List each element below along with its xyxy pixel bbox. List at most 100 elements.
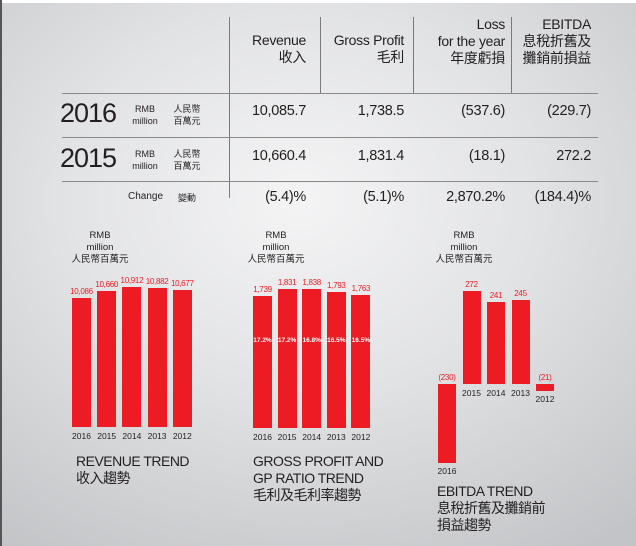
bar-value-label: 10,677 [170,279,194,289]
header-revenue: Revenue 收入 [232,32,306,66]
unit-l3: 人民幣百萬元 [435,254,493,265]
gp-ratio-label: 17.2% [253,337,272,344]
bar-value-label: 10,882 [145,276,169,286]
unit-zh2: 百萬元 [173,161,201,171]
row-divider [62,181,598,182]
unit-rmb: RMB [135,149,155,159]
chart-bar [536,384,554,392]
unit-million: million [132,116,158,126]
header-zh2: 攤銷前損益 [522,50,592,66]
unit-l1: RMB [265,230,287,241]
change-loss: 2,870.2% [446,189,505,205]
row-year: 2015 [60,143,117,173]
chart-bar [72,297,91,427]
title-zh2: 損益趨勢 [437,517,492,533]
header-ebitda: EBITDA 息稅折舊及 攤銷前損益 [513,16,592,67]
column-divider [413,17,414,94]
bar-value-label: 272 [465,279,478,289]
header-zh: 毛利 [376,49,405,65]
gp-ratio-label: 16.8% [302,337,321,344]
title-zh: 毛利及毛利率趨勢 [253,487,362,503]
x-axis-label: 2013 [147,431,167,441]
x-axis-label: 2012 [535,394,555,404]
row-value: 1,831.4 [357,148,405,164]
header-zh: 年度虧損 [450,50,505,66]
chart-bar [122,287,142,427]
change-label-zh: 變動 [178,193,197,203]
unit-l2: million [262,242,290,253]
gp-ratio-label: 17.2% [277,337,297,344]
x-axis-label: 2016 [253,432,272,442]
chart-bar [172,290,192,427]
row-value: 1,738.5 [357,103,405,119]
row-value: 10,085.7 [251,103,306,119]
unit-en: RMB million [128,103,162,127]
unit-rmb: RMB [135,104,155,114]
column-divider [511,17,512,94]
column-divider [229,17,230,198]
title-zh: 收入趨勢 [76,470,131,486]
bar-value-label: 1,739 [253,285,272,295]
bar-value-label: 241 [489,290,503,300]
header-en: Gross Profit [333,32,405,48]
x-axis-label: 2013 [511,388,530,398]
left-border [0,0,2,546]
chart-bar [302,288,322,428]
x-axis-label: 2016 [437,465,457,476]
x-axis-label: 2015 [462,388,481,398]
change-revenue: (5.4)% [265,189,306,205]
header-en2: for the year [437,33,506,49]
x-axis-label: 2013 [326,432,346,442]
change-gross-profit: (5.1)% [363,189,404,205]
title-en2: GP RATIO TREND [253,470,364,486]
header-gross-profit: Gross Profit 毛利 [322,32,405,66]
chart-bar [253,296,272,428]
row-value: (18.1) [468,148,505,164]
unit-l1: RMB [89,230,111,241]
row-value: (537.6) [461,103,505,119]
unit-l3: 人民幣百萬元 [71,254,129,265]
column-divider [320,17,321,94]
unit-l3: 人民幣百萬元 [247,254,305,265]
title-zh: 息稅折舊及攤銷前 [437,500,546,516]
chart-bar [277,289,297,428]
row-year: 2016 [60,98,117,128]
bar-value-label: 10,912 [120,276,144,286]
unit-l2: million [86,242,114,253]
header-en: Loss [476,16,506,32]
unit-l1: RMB [453,230,475,241]
row-value: (229.7) [547,103,591,119]
top-margin [0,0,636,3]
unit-l2: million [450,242,478,253]
header-zh: 收入 [278,49,307,65]
unit-zh1: 人民幣 [173,149,201,159]
title-en: GROSS PROFIT AND [253,453,384,469]
chart-bar [351,294,371,428]
unit-en: RMB million [128,148,162,172]
unit-zh: 人民幣 百萬元 [170,148,204,172]
x-axis-label: 2016 [72,431,91,441]
chart-bar [438,384,456,463]
x-axis-label: 2014 [122,431,142,441]
bar-value-label: (21) [538,373,552,382]
x-axis-label: 2015 [277,432,297,442]
row-value: 10,660.4 [251,148,306,164]
x-axis-label: 2014 [302,432,322,442]
chart-bar [462,290,481,384]
gp-ratio-label: 16.5% [351,337,371,344]
bar-value-label: 245 [514,289,527,299]
unit-million: million [132,161,158,171]
header-loss: Loss for the year 年度虧損 [415,16,506,67]
header-en: Revenue [252,32,306,48]
x-axis-label: 2012 [172,431,192,441]
x-axis-label: 2012 [351,432,371,442]
revenue-chart-title: REVENUE TREND 收入趨勢 [76,453,190,487]
row-divider [62,137,598,138]
chart-bar [147,287,167,427]
title-en: REVENUE TREND [76,453,190,469]
bar-value-label: 10,660 [95,279,119,289]
gp-ratio-label: 16.5% [327,337,346,344]
header-zh: 息稅折舊及 [522,33,592,49]
bar-value-label: 10,086 [70,286,93,296]
row-value: 272.2 [556,148,591,164]
